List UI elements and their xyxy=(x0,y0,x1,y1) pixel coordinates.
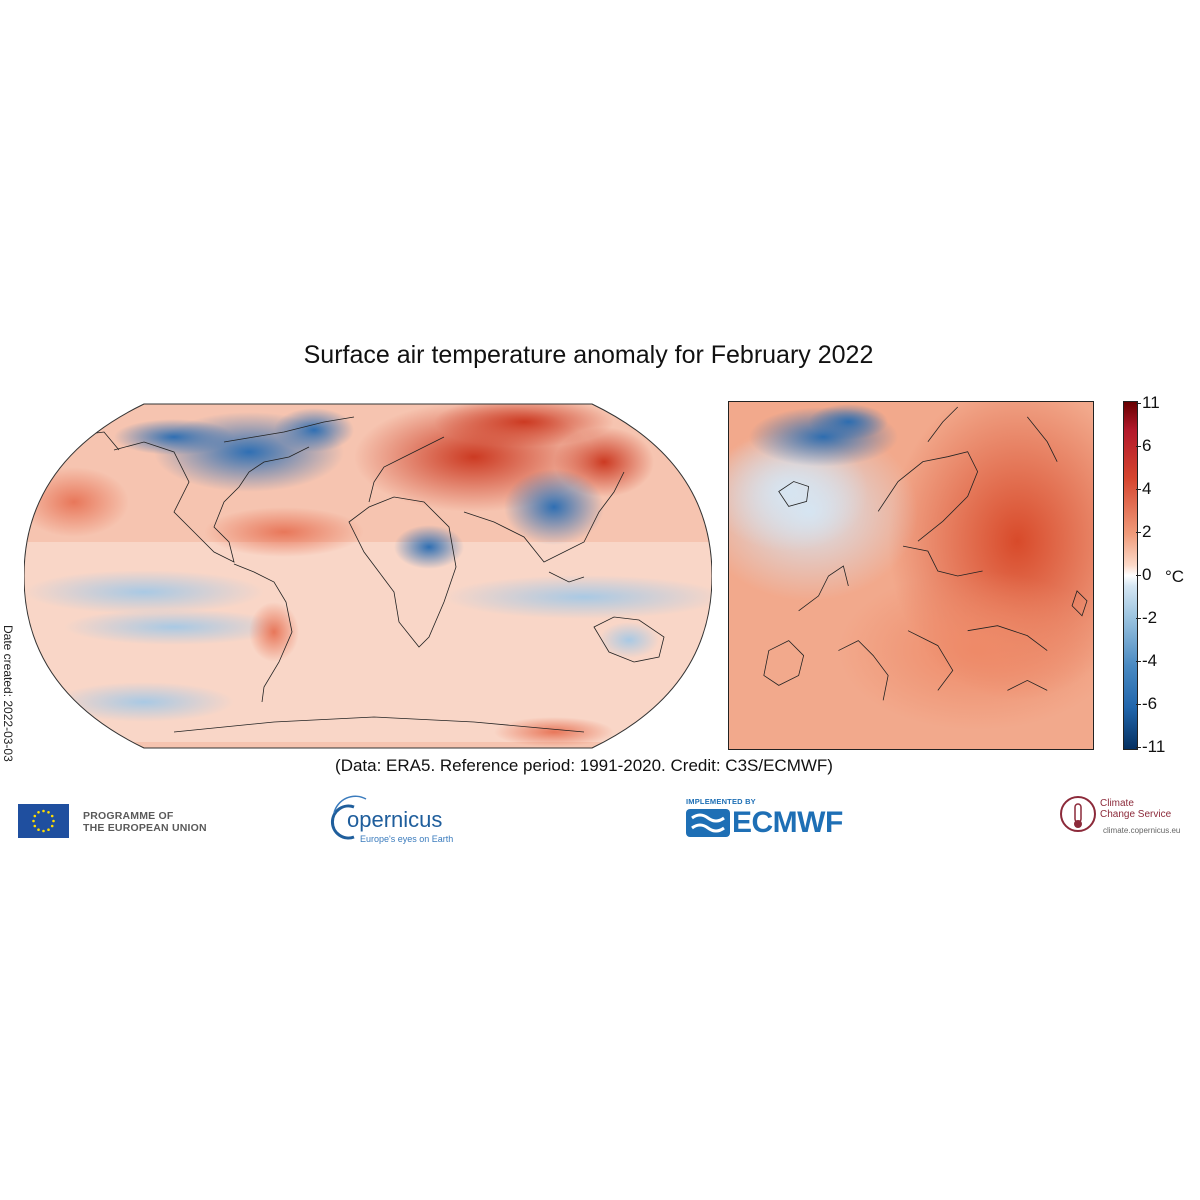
colorbar-tick-label: 11 xyxy=(1142,393,1160,412)
copernicus-logo-icon xyxy=(331,795,367,840)
eu-line-2: THE EUROPEAN UNION xyxy=(83,822,207,834)
world-anomaly-map xyxy=(24,403,712,749)
colorbar-tick-label: -4 xyxy=(1142,651,1158,670)
colorbar-tick-label: 4 xyxy=(1142,479,1152,498)
c3s-label: Climate Change Service xyxy=(1100,798,1171,820)
colorbar-tick xyxy=(1136,747,1141,748)
ecmwf-implemented-label: IMPLEMENTED BY xyxy=(686,797,756,806)
eu-line-1: PROGRAMME OF xyxy=(83,810,174,822)
colorbar-tick xyxy=(1136,532,1141,533)
c3s-line-1: Climate xyxy=(1100,798,1134,809)
ecmwf-wordmark: ECMWF xyxy=(732,806,843,839)
copernicus-wordmark: opernicus xyxy=(347,807,443,832)
colorbar-tick-label: 0 xyxy=(1142,565,1152,584)
colorbar-tick-label: 2 xyxy=(1142,522,1152,541)
colorbar-tick-label: -6 xyxy=(1142,694,1158,713)
eu-programme-label: PROGRAMME OF THE EUROPEAN UNION xyxy=(83,810,207,834)
climate-change-service-icon xyxy=(1060,796,1096,832)
map-title: Surface air temperature anomaly for Febr… xyxy=(303,341,874,369)
colorbar-tick-label: 6 xyxy=(1142,436,1152,455)
colorbar-tick xyxy=(1136,575,1141,576)
colorbar-tick xyxy=(1136,489,1141,490)
copernicus-tagline: Europe's eyes on Earth xyxy=(360,834,454,844)
c3s-url: climate.copernicus.eu xyxy=(1103,826,1181,835)
c3s-line-2: Change Service xyxy=(1100,809,1172,820)
colorbar-tick xyxy=(1136,446,1141,447)
colorbar-tick xyxy=(1136,403,1141,404)
date-created-label: Date created: 2022-03-03 xyxy=(1,625,15,762)
colorbar-tick-label: -2 xyxy=(1142,608,1158,627)
colorbar-tick-label: -11 xyxy=(1142,737,1166,756)
colorbar-tick xyxy=(1136,704,1141,705)
colorbar-unit: °C xyxy=(1165,567,1185,586)
colorbar-tick xyxy=(1136,661,1141,662)
ecmwf-logo-icon xyxy=(686,809,730,837)
colorbar-tick xyxy=(1136,618,1141,619)
europe-anomaly-map xyxy=(728,401,1094,750)
eu-flag-icon xyxy=(18,804,69,838)
data-credit-caption: (Data: ERA5. Reference period: 1991-2020… xyxy=(335,756,833,775)
